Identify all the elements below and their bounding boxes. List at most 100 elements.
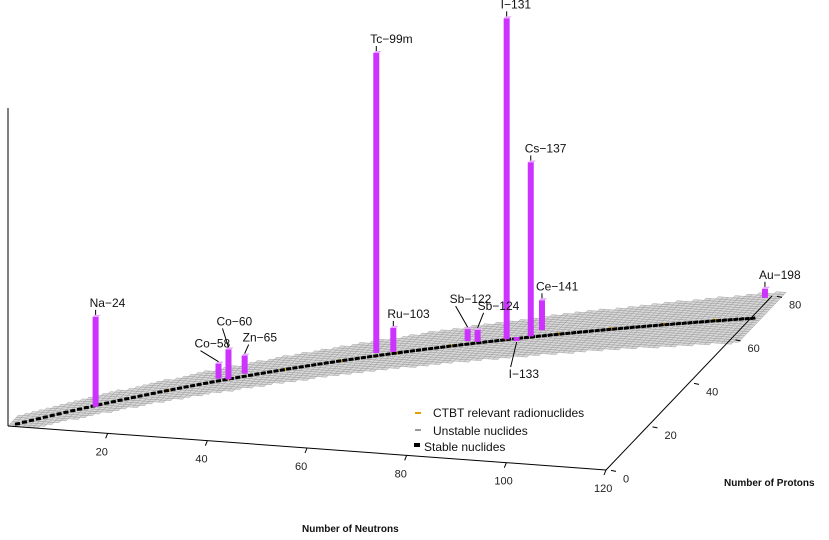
nuclide-label: Ru−103 <box>387 307 430 321</box>
stable-nuclide-mark <box>710 319 716 323</box>
y-tick-label: 40 <box>706 386 718 398</box>
y-tick-mark <box>735 339 741 342</box>
nuclide-bar <box>513 337 520 342</box>
stable-nuclide-mark <box>409 349 416 353</box>
legend-marker-stable <box>414 443 420 447</box>
label-leader <box>477 312 485 329</box>
nuclide-bar-top <box>761 286 770 289</box>
stable-nuclide-mark <box>433 345 440 350</box>
nuclide-bar <box>92 316 99 407</box>
stable-nuclide-mark <box>611 327 618 331</box>
x-tick-mark <box>503 462 507 468</box>
label-leader <box>200 350 219 363</box>
stable-nuclide-mark <box>588 329 595 333</box>
stable-nuclide-mark <box>576 330 583 335</box>
stable-nuclide-mark <box>738 317 745 321</box>
stable-nuclide-mark <box>440 345 446 349</box>
stable-nuclide-mark <box>83 405 90 410</box>
nuclide-bar <box>215 363 222 379</box>
stable-nuclide-mark <box>247 373 254 378</box>
stable-nuclide-mark <box>687 320 693 325</box>
stable-nuclide-mark <box>750 316 756 321</box>
stable-nuclide-mark <box>70 408 76 413</box>
stable-nuclide-mark <box>157 390 163 394</box>
nuclide-label: Na−24 <box>90 296 126 310</box>
stable-nuclide-mark <box>529 335 536 339</box>
nuclide-label: Cs−137 <box>525 141 567 155</box>
stable-nuclide-mark <box>372 353 379 358</box>
stable-nuclide-mark <box>692 320 699 325</box>
nuclide-label: I−131 <box>501 0 532 11</box>
legend-label-unstable: Unstable nuclides <box>433 424 528 438</box>
nuclide-bar-top <box>474 327 483 330</box>
nuclide-bar-top <box>225 347 234 350</box>
nuclide-bar <box>761 288 768 298</box>
stable-nuclide-mark <box>470 341 476 346</box>
stable-nuclide-mark <box>403 349 410 354</box>
stable-nuclide-mark <box>235 375 241 380</box>
stable-nuclide-mark <box>452 343 458 348</box>
stable-nuclide-mark <box>391 351 397 356</box>
stable-nuclide-mark <box>21 420 28 425</box>
unstable-nuclide-cell <box>778 291 787 295</box>
nuclide-bar <box>503 18 510 340</box>
stable-nuclide-mark <box>285 367 292 371</box>
stable-nuclide-mark <box>553 332 559 337</box>
stable-nuclide-mark <box>727 317 733 322</box>
stable-nuclide-mark <box>163 388 170 393</box>
stable-nuclide-mark <box>482 340 488 344</box>
stable-nuclide-mark <box>559 332 565 336</box>
stable-nuclide-mark <box>523 335 530 340</box>
nuclide-bar <box>464 329 471 342</box>
stable-nuclide-mark <box>652 323 659 328</box>
stable-nuclide-mark <box>42 415 49 419</box>
y-tick-label: 60 <box>747 343 759 355</box>
stable-nuclide-mark <box>565 331 571 336</box>
stable-nuclide-mark <box>623 326 630 330</box>
nuclide-bar <box>390 327 397 352</box>
stable-nuclide-mark <box>600 328 606 332</box>
nuclide-label: Sb−122 <box>450 292 492 306</box>
stable-nuclide-mark <box>222 377 228 382</box>
stable-nuclide-mark <box>292 366 298 370</box>
stable-nuclide-mark <box>56 411 62 416</box>
label-leader <box>221 328 229 348</box>
nuclide-label: Co−60 <box>216 314 252 328</box>
stable-nuclide-mark <box>464 342 470 347</box>
stable-nuclide-mark <box>698 320 705 324</box>
nuclide-label: Ce−141 <box>536 279 579 293</box>
nuclide-bar-top <box>215 361 224 364</box>
nuclide-bar-top <box>373 51 382 54</box>
stable-nuclide-mark <box>594 328 600 333</box>
nuclide-bar-top <box>92 314 101 317</box>
stable-nuclide-mark <box>189 383 196 388</box>
stable-nuclide-mark <box>323 361 329 365</box>
stable-nuclide-mark <box>254 372 260 377</box>
stable-nuclide-mark <box>415 348 422 353</box>
nuclide-bar-top <box>538 298 547 301</box>
stable-nuclide-mark <box>541 333 548 338</box>
stable-nuclide-mark <box>150 391 157 396</box>
x-tick-label: 80 <box>395 468 407 480</box>
stable-nuclide-mark <box>733 317 739 322</box>
stable-nuclide-mark <box>103 401 110 405</box>
stable-nuclide-mark <box>260 371 267 375</box>
stable-nuclide-mark <box>273 369 279 373</box>
y-tick-label: 20 <box>664 430 676 442</box>
nuclide-label: Sb−124 <box>478 299 520 313</box>
y-axis-label: Number of Protons <box>724 478 815 489</box>
stable-nuclide-mark <box>298 365 304 369</box>
x-tick-mark <box>105 433 109 439</box>
stable-nuclide-line <box>14 316 756 426</box>
stable-nuclide-mark <box>76 407 83 411</box>
nuclide-bar-top <box>503 16 512 19</box>
stable-nuclide-mark <box>446 344 452 349</box>
neutron-axis-ticks: 20 40 60 80 100 120 <box>96 433 612 495</box>
nuclide-bar-top <box>464 327 473 330</box>
stable-nuclide-mark <box>360 355 367 360</box>
stable-nuclide-mark <box>547 333 553 337</box>
stable-nuclide-mark <box>641 324 647 329</box>
nuclide-bar-top <box>241 353 250 356</box>
stable-nuclide-mark <box>110 399 117 404</box>
